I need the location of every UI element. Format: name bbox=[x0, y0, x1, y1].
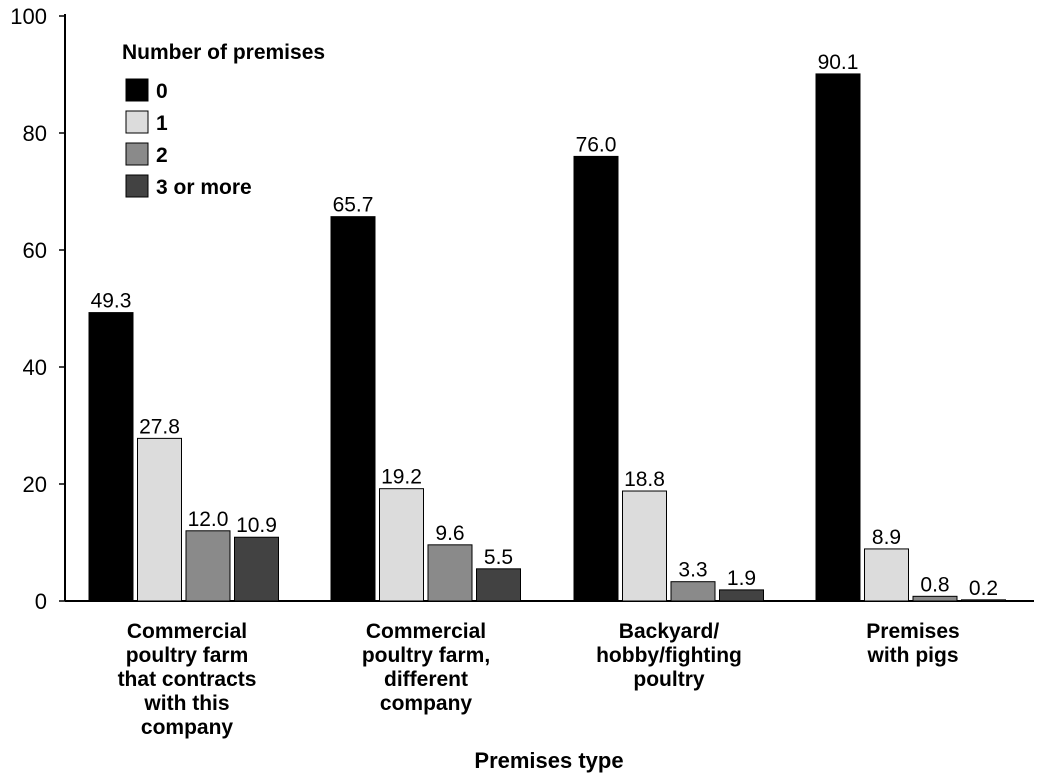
legend-entry-label: 3 or more bbox=[156, 176, 252, 199]
data-label: 8.9 bbox=[872, 526, 901, 549]
legend-swatch bbox=[125, 174, 149, 198]
y-tick-label: 0 bbox=[35, 589, 47, 614]
x-category-label: Commercial poultry farm, different company bbox=[362, 620, 490, 715]
legend: Number of premises 0 1 2 3 or more bbox=[122, 41, 325, 199]
bar-series-3-cat-2 bbox=[719, 589, 764, 602]
x-category-label: Premises with pigs bbox=[866, 620, 959, 667]
legend-entry-label: 0 bbox=[156, 80, 168, 103]
legend-entry-label: 1 bbox=[156, 112, 168, 135]
y-tick-label: 60 bbox=[23, 238, 47, 263]
x-category-label-line: poultry farm bbox=[126, 644, 249, 667]
x-category-label-line: different bbox=[384, 668, 468, 691]
bar-series-2-cat-1 bbox=[427, 544, 473, 602]
x-category-label-line: company bbox=[141, 716, 234, 739]
data-label: 18.8 bbox=[624, 468, 665, 491]
bar-series-1-cat-2 bbox=[622, 490, 667, 602]
data-label: 19.2 bbox=[381, 466, 422, 489]
y-tick-label: 40 bbox=[23, 355, 47, 380]
data-label: 5.5 bbox=[484, 546, 513, 569]
data-label: 3.3 bbox=[678, 559, 707, 582]
y-tick-label: 20 bbox=[23, 472, 47, 497]
x-category-label-line: Commercial bbox=[366, 620, 486, 643]
bar-series-1-cat-1 bbox=[379, 488, 424, 602]
x-category-label-line: poultry bbox=[633, 668, 704, 691]
x-category-label-line: with this bbox=[143, 692, 229, 715]
bar-series-0-cat-2 bbox=[573, 155, 619, 602]
data-label: 0.2 bbox=[969, 577, 998, 600]
data-label: 1.9 bbox=[727, 567, 756, 590]
y-tick-label: 80 bbox=[23, 121, 47, 146]
bar-series-0-cat-3 bbox=[815, 73, 861, 602]
legend-swatch bbox=[125, 78, 149, 102]
x-category-label: Backyard/hobby/fighting poultry bbox=[596, 620, 742, 691]
x-category-label-line: company bbox=[380, 692, 473, 715]
legend-swatch bbox=[125, 142, 149, 166]
data-label: 65.7 bbox=[333, 194, 374, 217]
bar-series-1-cat-0 bbox=[137, 437, 182, 602]
x-category-label-line: Premises bbox=[866, 620, 959, 643]
y-tick-label: 100 bbox=[10, 4, 47, 29]
data-label: 9.6 bbox=[435, 522, 464, 545]
bar-series-0-cat-1 bbox=[330, 216, 376, 602]
x-axis-title: Premises type bbox=[474, 748, 623, 773]
data-label: 27.8 bbox=[139, 415, 180, 438]
bar-series-1-cat-3 bbox=[864, 548, 909, 602]
bar-series-3-cat-0 bbox=[234, 536, 279, 602]
bar-series-2-cat-3 bbox=[912, 595, 958, 602]
bar-series-0-cat-0 bbox=[88, 312, 134, 602]
data-label: 12.0 bbox=[188, 508, 229, 531]
x-category-label: Commercial poultry farm that contracts with… bbox=[118, 620, 257, 739]
bar-series-3-cat-3 bbox=[961, 599, 1006, 602]
x-category-label-line: that contracts bbox=[118, 668, 257, 691]
x-category-label-line: Commercial bbox=[127, 620, 247, 643]
bars: 49.3 65.7 76.0 90.1 27.8 19.2 18.8 8.9 12.0 9.6 3.… bbox=[88, 51, 1006, 602]
legend-swatch bbox=[125, 110, 149, 134]
data-label: 90.1 bbox=[818, 51, 859, 74]
x-category-label-line: poultry farm, bbox=[362, 644, 490, 667]
legend-title: Number of premises bbox=[122, 41, 325, 64]
legend-entry-label: 2 bbox=[156, 144, 168, 167]
data-label: 49.3 bbox=[91, 290, 132, 313]
bar-series-3-cat-1 bbox=[476, 568, 521, 602]
bar-series-2-cat-0 bbox=[185, 530, 231, 602]
data-label: 0.8 bbox=[920, 573, 949, 596]
bar-series-2-cat-2 bbox=[670, 581, 716, 602]
x-category-label-line: Backyard/ bbox=[619, 620, 720, 643]
x-category-label-line: with pigs bbox=[867, 644, 959, 667]
data-label: 76.0 bbox=[576, 133, 617, 156]
data-label: 10.9 bbox=[236, 514, 277, 537]
x-category-label-line: hobby/fighting bbox=[596, 644, 742, 667]
